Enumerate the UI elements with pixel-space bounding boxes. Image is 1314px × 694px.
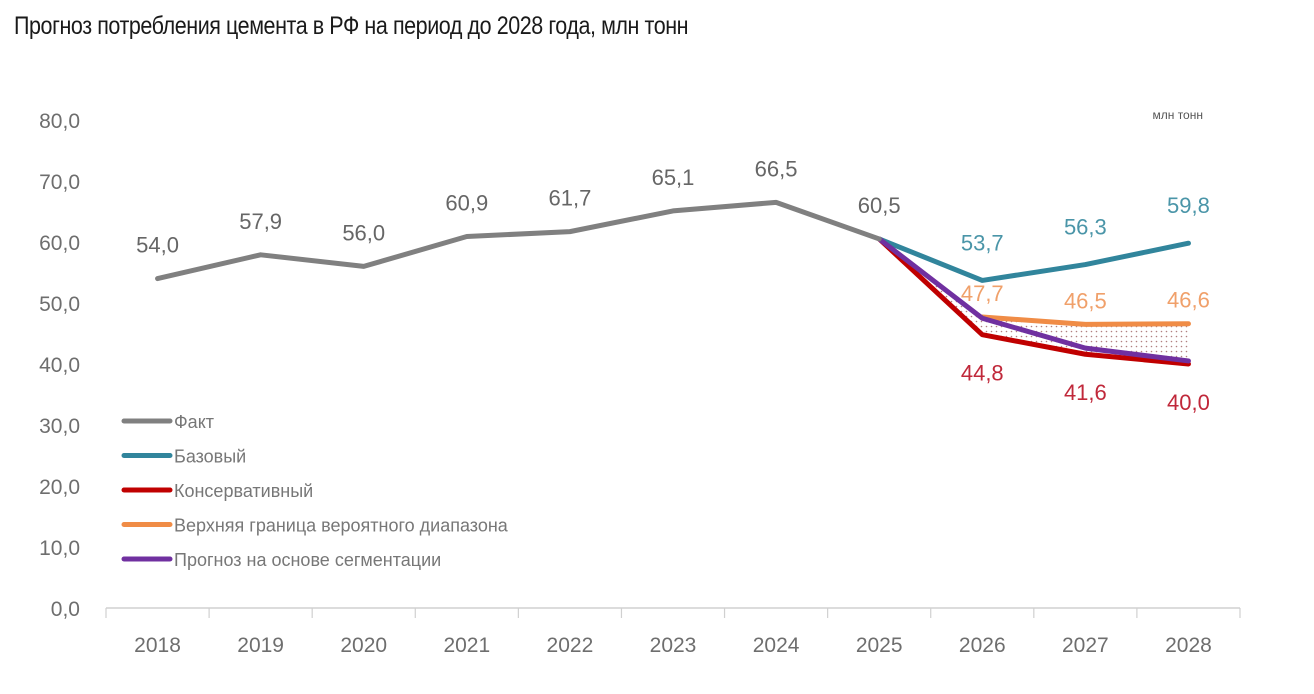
data-label: 60,5 [858,193,901,218]
x-tick-label: 2026 [959,634,1006,657]
legend-label: Верхняя граница вероятного диапазона [174,516,509,536]
x-tick-label: 2020 [340,634,387,657]
range-area [879,238,1189,364]
y-tick-label: 0,0 [51,598,80,621]
legend-label: Факт [174,412,214,432]
y-tick-label: 60,0 [39,232,80,255]
range-area-fill [879,238,1189,364]
data-label: 57,9 [239,209,282,234]
x-tick-label: 2021 [443,634,490,657]
x-tick-label: 2027 [1062,634,1109,657]
series-line-0 [155,199,882,282]
series-line-2 [876,236,1191,367]
data-label: 41,6 [1064,380,1107,405]
y-tick-label: 70,0 [39,171,80,194]
y-tick-label: 20,0 [39,476,80,499]
data-label: 54,0 [136,233,179,258]
data-label: 44,8 [961,361,1004,386]
series-lines [155,199,1191,367]
data-label: 61,7 [548,186,591,211]
series-line-3 [979,314,1191,327]
x-tick-label: 2023 [650,634,697,657]
x-axis: 2018 2019 2020 2021 2022 2023 2024 2025 2026 2027… [105,607,1241,657]
data-label: 40,0 [1167,390,1210,415]
y-tick-label: 80,0 [39,110,80,133]
data-label: 66,5 [755,156,798,181]
data-label: 59,8 [1167,193,1210,218]
x-tick-label: 2018 [134,634,181,657]
data-label: 46,5 [1064,288,1107,313]
x-tick-label: 2024 [753,634,800,657]
y-axis: 0,0 10,0 20,0 30,0 40,0 50,0 60,0 70,0 80,0 [39,110,80,621]
y-tick-label: 50,0 [39,293,80,316]
unit-label: млн тонн [1152,108,1203,122]
series-line-1 [876,236,1191,283]
series-line-4 [876,236,1191,364]
data-label: 53,7 [961,230,1004,255]
data-label: 65,1 [652,165,695,190]
x-tick-label: 2028 [1165,634,1212,657]
data-label: 60,9 [445,191,488,216]
data-label: 56,0 [342,220,385,245]
legend: Факт Базовый Консервативный Верхняя граница… [121,412,509,570]
legend-label: Прогноз на основе сегментации [174,550,441,570]
data-label: 46,6 [1167,288,1210,313]
data-labels: 54,0 57,9 56,0 60,9 61,7 65,1 66,5 60,5 53,7 56,3… [136,156,1210,415]
y-tick-label: 10,0 [39,537,80,560]
y-tick-label: 40,0 [39,354,80,377]
data-label: 47,7 [961,281,1004,306]
y-tick-label: 30,0 [39,415,80,438]
x-tick-label: 2019 [237,634,284,657]
x-tick-label: 2022 [547,634,594,657]
chart-title: Прогноз потребления цемента в РФ на пери… [14,12,689,40]
legend-label: Консервативный [174,481,313,501]
x-tick-label: 2025 [856,634,903,657]
legend-label: Базовый [174,447,246,467]
data-label: 56,3 [1064,215,1107,240]
